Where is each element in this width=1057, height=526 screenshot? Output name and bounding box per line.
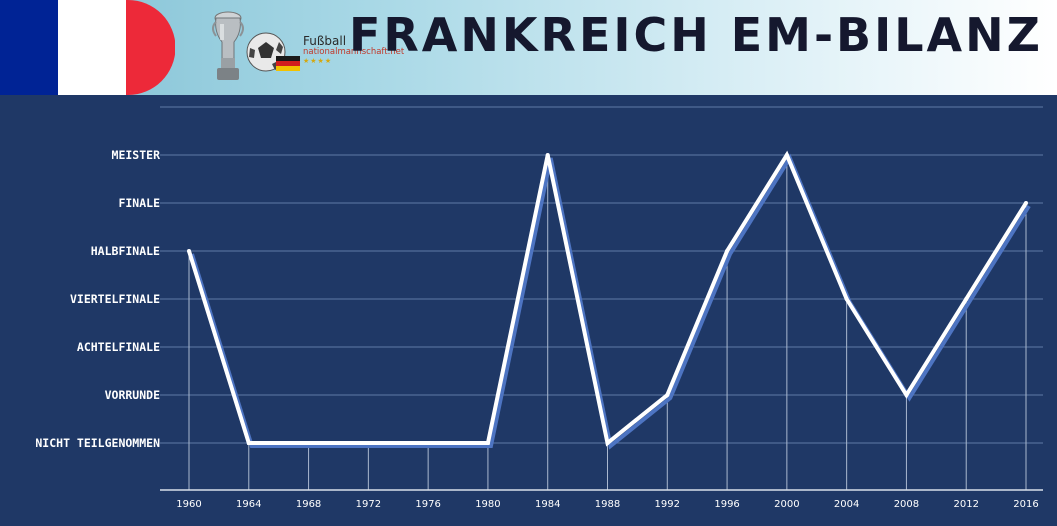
data-point	[605, 441, 610, 445]
data-point	[187, 249, 191, 253]
y-tick-label: VIERTELFINALE	[70, 292, 160, 306]
x-tick-label: 1984	[535, 499, 560, 510]
data-point	[964, 297, 969, 301]
data-point	[1024, 201, 1028, 205]
y-tick-label: NICHT TEILGENOMMEN	[35, 436, 160, 450]
y-tick-label: HALBFINALE	[91, 244, 160, 258]
x-tick-label: 1968	[296, 499, 321, 510]
x-tick-label: 1996	[714, 499, 739, 510]
data-point	[784, 153, 789, 157]
line-chart: NICHT TEILGENOMMEN VORRUNDE ACHTELFINALE VI…	[35, 106, 1043, 510]
data-point	[246, 441, 251, 445]
y-tick-label: VORRUNDE	[105, 388, 160, 402]
x-tick-label: 1988	[595, 499, 620, 510]
logo-line-1: Fußball	[303, 34, 347, 48]
trophy-icon	[212, 8, 244, 90]
data-point	[545, 153, 550, 157]
data-point	[665, 393, 670, 397]
x-tick-label: 1992	[655, 499, 680, 510]
x-tick-label: 1976	[415, 499, 440, 510]
x-tick-label: 2016	[1013, 499, 1038, 510]
data-point	[844, 297, 849, 301]
data-point	[485, 441, 490, 445]
france-flag-icon	[0, 0, 175, 95]
series-line-shadow	[190, 153, 1031, 450]
x-tick-label: 1960	[176, 499, 201, 510]
x-tick-label: 2008	[894, 499, 919, 510]
data-point	[366, 441, 371, 445]
data-point	[725, 249, 730, 253]
header-banner: Fußball nationalmannschaft.net ★★★★ FRAN…	[0, 0, 1057, 95]
y-tick-label: MEISTER	[112, 148, 161, 162]
data-point	[426, 441, 431, 445]
x-tick-label: 1980	[475, 499, 500, 510]
logo-stars: ★★★★	[303, 56, 333, 65]
x-tick-label: 2000	[774, 499, 799, 510]
site-logo-text: Fußball nationalmannschaft.net ★★★★	[303, 35, 404, 65]
football-logo-icon	[246, 30, 302, 78]
x-tick-label: 2004	[834, 499, 859, 510]
x-tick-label: 1972	[356, 499, 381, 510]
x-tick-label: 2012	[953, 499, 978, 510]
y-tick-label: FINALE	[118, 196, 160, 210]
x-tick-label: 1964	[236, 499, 261, 510]
y-tick-label: ACHTELFINALE	[77, 340, 160, 354]
data-point	[904, 393, 909, 397]
data-point	[306, 441, 311, 445]
logo-line-2: nationalmannschaft.net	[303, 47, 405, 57]
page-title: FRANKREICH EM-BILANZ	[348, 8, 1043, 62]
